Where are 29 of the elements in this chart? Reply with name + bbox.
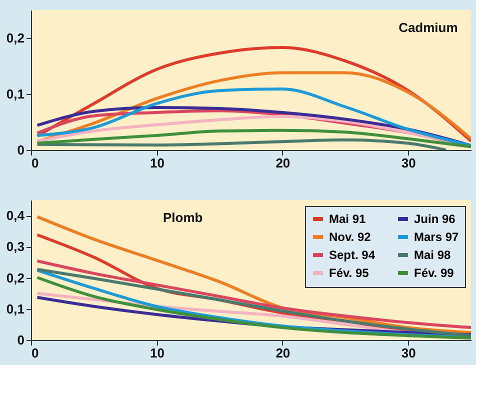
x-tick-label: 30 — [401, 156, 416, 170]
legend-label: Mars 97 — [414, 230, 460, 244]
x-tick-label: 0 — [32, 156, 39, 170]
y-tick-label: 0,1 — [6, 301, 24, 316]
y-tick-label: 0 — [17, 142, 24, 158]
x-tick-label: 0 — [32, 346, 39, 360]
annotation: Cadmium — [398, 20, 458, 35]
line-series — [36, 87, 471, 148]
legend-label: Fév. 95 — [329, 266, 370, 280]
y-tick-label: 0,2 — [6, 30, 24, 46]
y-tick-label: 0,1 — [6, 86, 24, 102]
x-tick-label: 10 — [150, 156, 164, 170]
annotation: Plomb — [163, 210, 203, 225]
y-tick-label: 0 — [17, 332, 24, 348]
y-tick-label: 0,2 — [6, 270, 24, 286]
legend-label: Juin 96 — [414, 212, 456, 226]
legend-label: Mai 98 — [414, 248, 452, 262]
line-series — [36, 138, 448, 150]
x-tick-label: 20 — [276, 156, 290, 170]
x-tick-label: 20 — [276, 346, 290, 360]
y-tick-label: 0,4 — [6, 208, 26, 224]
line-series — [36, 128, 471, 148]
legend-label: Nov. 92 — [329, 230, 372, 244]
legend-label: Sept. 94 — [329, 248, 376, 262]
legend-label: Mai 91 — [329, 212, 366, 226]
x-tick-label: 30 — [401, 346, 416, 360]
y-tick-label: 0,3 — [6, 239, 24, 254]
legend-label: Fév. 99 — [414, 266, 454, 280]
x-tick-label: 10 — [150, 346, 164, 360]
